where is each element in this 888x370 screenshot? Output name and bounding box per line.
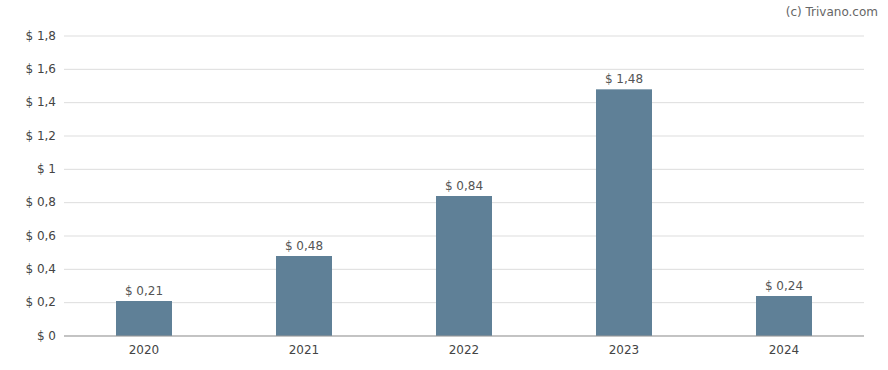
grid-line [64,102,864,103]
data-label: $ 0,48 [285,239,323,253]
grid-line [64,136,864,137]
y-tick-label: $ 0,4 [25,262,56,276]
grid [64,36,864,336]
data-label: $ 0,84 [445,179,483,193]
bar [116,301,172,336]
grid-line [64,169,864,170]
grid-line [64,69,864,70]
chart-container: $ 0 $ 0,2 $ 0,4 $ 0,6 $ 0,8 $ 1 $ 1,2 $ 1,4 $ 1,… [0,0,888,370]
data-label: $ 0,21 [125,284,163,298]
y-tick-label: $ 0,6 [25,229,56,243]
y-axis: $ 0 $ 0,2 $ 0,4 $ 0,6 $ 0,8 $ 1 $ 1,2 $ 1,4 $ 1,… [25,29,56,343]
y-tick-label: $ 0,8 [25,195,56,209]
bar [276,256,332,336]
data-labels: $ 0,21 $ 0,48 $ 0,84 $ 1,48 $ 0,24 [125,72,803,298]
x-tick-label: 2021 [289,343,320,357]
x-tick-label: 2024 [769,343,800,357]
y-tick-label: $ 0,2 [25,295,56,309]
y-tick-label: $ 1,4 [25,95,56,109]
x-tick-label: 2020 [129,343,160,357]
x-tick-label: 2022 [449,343,480,357]
grid-line [64,336,864,337]
bar [596,89,652,336]
annotation: (c) Trivano.com [786,5,878,19]
y-tick-label: $ 1 [37,162,56,176]
y-tick-label: $ 1,8 [25,29,56,43]
chart-svg: $ 0 $ 0,2 $ 0,4 $ 0,6 $ 0,8 $ 1 $ 1,2 $ 1,4 $ 1,… [0,0,888,370]
x-tick-label: 2023 [609,343,640,357]
y-tick-label: $ 1,2 [25,129,56,143]
bar [436,196,492,336]
y-tick-label: $ 0 [37,329,56,343]
y-tick-label: $ 1,6 [25,62,56,76]
x-axis: 2020 2021 2022 2023 2024 [64,336,864,357]
grid-line [64,36,864,37]
data-label: $ 0,24 [765,279,803,293]
x-axis-line [64,336,864,337]
data-label: $ 1,48 [605,72,643,86]
bar [756,296,812,336]
bars [116,89,812,336]
